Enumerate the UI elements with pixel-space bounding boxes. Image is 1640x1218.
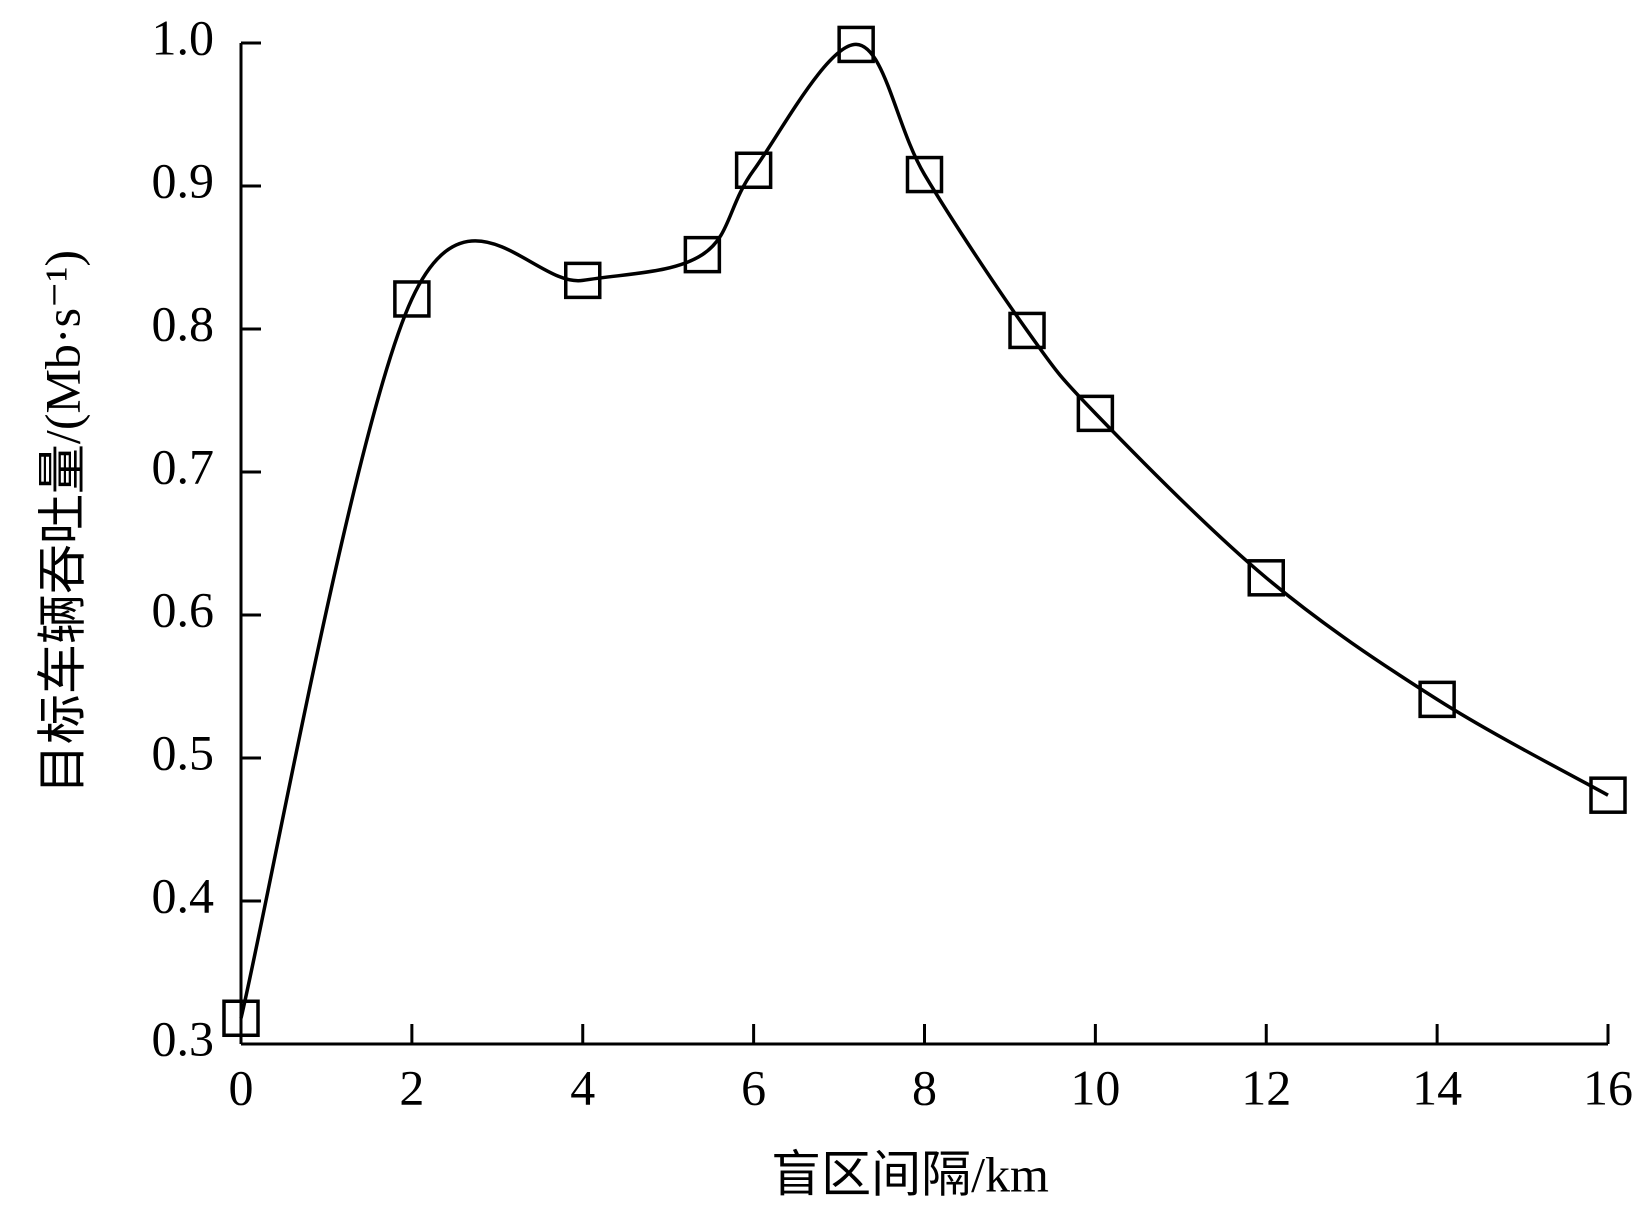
y-tick-label: 0.7 xyxy=(152,438,215,494)
marker xyxy=(1076,394,1115,433)
marker xyxy=(905,155,944,194)
x-tick-label: 16 xyxy=(1583,1059,1633,1115)
y-tick-label: 0.9 xyxy=(152,152,215,208)
marker xyxy=(837,25,875,64)
marker xyxy=(1589,776,1627,814)
marker xyxy=(683,235,722,274)
y-tick-label: 0.6 xyxy=(152,581,215,637)
x-tick-label: 10 xyxy=(1070,1059,1120,1115)
x-tick-label: 12 xyxy=(1241,1059,1291,1115)
y-tick-label: 0.3 xyxy=(152,1010,215,1066)
marker xyxy=(734,151,773,190)
marker xyxy=(393,280,431,318)
y-tick-label: 0.5 xyxy=(152,724,215,780)
x-tick-label: 6 xyxy=(741,1059,766,1115)
marker xyxy=(1247,559,1285,597)
x-tick-label: 0 xyxy=(229,1059,254,1115)
marker xyxy=(1418,680,1456,719)
marker xyxy=(564,261,602,300)
y-tick-label: 0.8 xyxy=(152,295,215,351)
marker xyxy=(222,999,260,1038)
y-tick-label: 0.4 xyxy=(152,867,215,923)
y-tick-label: 1.0 xyxy=(152,9,215,65)
x-tick-label: 4 xyxy=(570,1059,595,1115)
x-tick-label: 8 xyxy=(912,1059,937,1115)
x-axis-title: 盲区间隔/km xyxy=(771,1146,1049,1202)
x-tick-label: 2 xyxy=(399,1059,424,1115)
x-tick-label: 14 xyxy=(1412,1059,1462,1115)
y-axis-title: 目标车辆吞吐量/(Mb·s⁻¹) xyxy=(34,250,90,794)
marker xyxy=(1008,311,1046,350)
